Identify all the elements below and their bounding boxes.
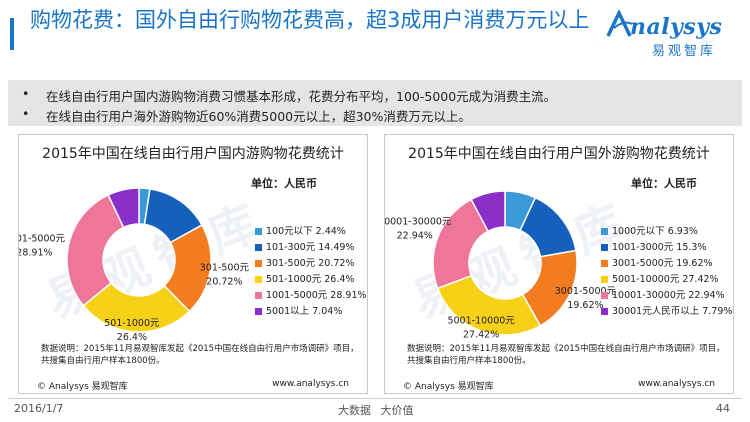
legend-label: 30001元人民币以上 7.79%	[612, 306, 733, 317]
slice-data-label: 3001-5000元	[555, 286, 617, 297]
legend-item: 30001元人民币以上 7.79%	[601, 303, 732, 317]
legend-item: 5001以上 7.04%	[255, 303, 342, 317]
logo-word: nalysys	[630, 14, 723, 40]
footer-divider	[8, 398, 742, 399]
slice-data-label: 27.42%	[463, 329, 499, 340]
slice-data-label: 28.91%	[19, 247, 53, 258]
page-title: 购物花费：国外自由行购物花费高，超3成用户消费万元以上	[30, 8, 590, 32]
legend-swatch	[601, 308, 608, 315]
legend-label: 5001-10000元 27.42%	[612, 274, 719, 285]
overseas-donut-chart: 3001-5000元 19.62% 5001-10000元 27.42% 10001-3…	[385, 190, 617, 340]
donut-slice-3	[82, 281, 191, 333]
chart-unit: 单位：人民币	[251, 177, 317, 190]
donut-slice-5	[107, 187, 140, 229]
legend-item: 3001-5000元 19.62%	[601, 255, 713, 269]
logo-a-icon	[606, 10, 633, 37]
legend-item: 301-500元 20.72%	[255, 255, 354, 269]
page-number: 44	[716, 402, 730, 415]
chart-title: 2015年中国在线自由行用户国内游购物花费统计	[42, 146, 344, 162]
copyright: © Analysys 易观智库	[37, 382, 128, 392]
data-note: 数据说明：2015年11月易观智库发起《2015中国在线自由行用户市场调研》项目…	[41, 344, 359, 366]
legend-swatch	[601, 244, 608, 251]
legend-swatch	[255, 276, 262, 283]
slice-data-label: 19.62%	[567, 300, 603, 311]
slice-data-label: 1001-5000元	[19, 233, 66, 244]
slice-data-label: 5001-10000元	[447, 315, 515, 326]
analysys-logo: nalysys 易观智库	[606, 10, 742, 60]
legend-item: 1001-5000元 28.91%	[255, 287, 367, 301]
legend-swatch	[601, 276, 608, 283]
legend-item: 10001-30000元 22.94%	[601, 287, 725, 301]
bullet-item: 在线自由行用户国内游购物消费习惯基本形成，花费分布平均，100-5000元成为消…	[22, 86, 556, 105]
legend-swatch	[601, 292, 608, 299]
legend-swatch	[255, 260, 262, 267]
legend-label: 5001以上 7.04%	[266, 306, 343, 317]
legend-label: 100元以下 2.44%	[266, 226, 346, 237]
legend-item: 5001-10000元 27.42%	[601, 271, 719, 285]
legend-swatch	[255, 292, 262, 299]
website-link[interactable]: www.analysys.cn	[272, 379, 349, 389]
copyright: © Analysys 易观智库	[403, 382, 494, 392]
legend-label: 3001-5000元 19.62%	[612, 258, 713, 269]
legend-swatch	[255, 308, 262, 315]
summary-bullets: 在线自由行用户国内游购物消费习惯基本形成，花费分布平均，100-5000元成为消…	[8, 80, 742, 126]
legend-swatch	[601, 228, 608, 235]
legend-swatch	[255, 244, 262, 251]
legend-item: 1000元以下 6.93%	[601, 223, 698, 237]
legend-item: 100元以下 2.44%	[255, 223, 346, 237]
legend-label: 501-1000元 26.4%	[266, 274, 355, 285]
legend-item: 1001-3000元 15.3%	[601, 239, 706, 253]
domestic-chart-panel: 易观智库 2015年中国在线自由行用户国内游购物花费统计 单位：人民币 301-…	[18, 134, 368, 394]
legend-swatch	[601, 260, 608, 267]
legend-label: 1001-5000元 28.91%	[266, 290, 367, 301]
chart-title: 2015年中国在线自由行用户国外游购物花费统计	[408, 146, 710, 162]
overseas-chart-panel: 易观智库 2015年中国在线自由行用户国外游购物花费统计 单位：人民币 3001…	[384, 134, 734, 394]
footer-slogan: 大数据 大价值	[338, 404, 414, 417]
slice-data-label: 22.94%	[397, 231, 433, 242]
data-note: 数据说明：2015年11月易观智库发起《2015中国在线自由行用户市场调研》项目…	[407, 344, 725, 366]
legend-label: 301-500元 20.72%	[266, 258, 355, 269]
donut-slice-3	[436, 274, 542, 336]
slice-data-label: 501-1000元	[104, 318, 160, 329]
legend-label: 101-300元 14.49%	[266, 242, 355, 253]
footer-date: 2016/1/7	[14, 402, 64, 415]
website-link[interactable]: www.analysys.cn	[638, 379, 715, 389]
legend-item: 501-1000元 26.4%	[255, 271, 354, 285]
legend-item: 101-300元 14.49%	[255, 239, 354, 253]
domestic-donut-chart: 301-500元 20.72% 501-1000元 26.4% 1001-5000元 28…	[19, 187, 250, 343]
title-accent-bar	[10, 18, 14, 50]
legend-swatch	[255, 228, 262, 235]
legend-label: 1000元以下 6.93%	[612, 226, 698, 237]
slice-data-label: 301-500元	[200, 262, 250, 273]
slice-data-label: 26.4%	[117, 332, 147, 343]
legend-label: 1001-3000元 15.3%	[612, 242, 707, 253]
bullet-item: 在线自由行用户海外游购物近60%消费5000元以上，超30%消费万元以上。	[22, 106, 471, 125]
logo-chinese: 易观智库	[652, 44, 717, 59]
donut-slice-4	[66, 193, 125, 307]
donut-slice-5	[470, 190, 506, 233]
slice-data-label: 10001-30000元	[385, 217, 452, 228]
legend-label: 10001-30000元 22.94%	[612, 290, 725, 301]
slice-data-label: 20.72%	[206, 276, 242, 287]
chart-unit: 单位：人民币	[631, 177, 697, 190]
